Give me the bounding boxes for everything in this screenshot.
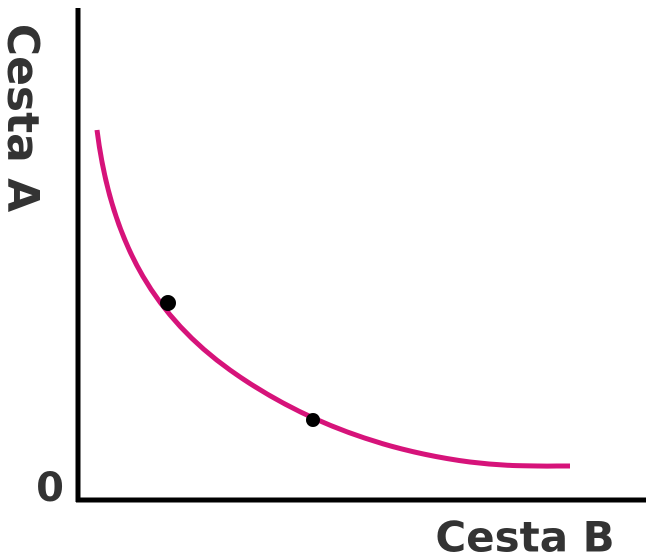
point: [160, 295, 176, 311]
origin-label: 0: [36, 465, 64, 511]
y-axis-label: Cesta A: [0, 24, 48, 212]
indifference-curve: [94, 129, 571, 469]
point: [306, 413, 320, 427]
x-axis-label: Cesta B: [435, 513, 614, 560]
